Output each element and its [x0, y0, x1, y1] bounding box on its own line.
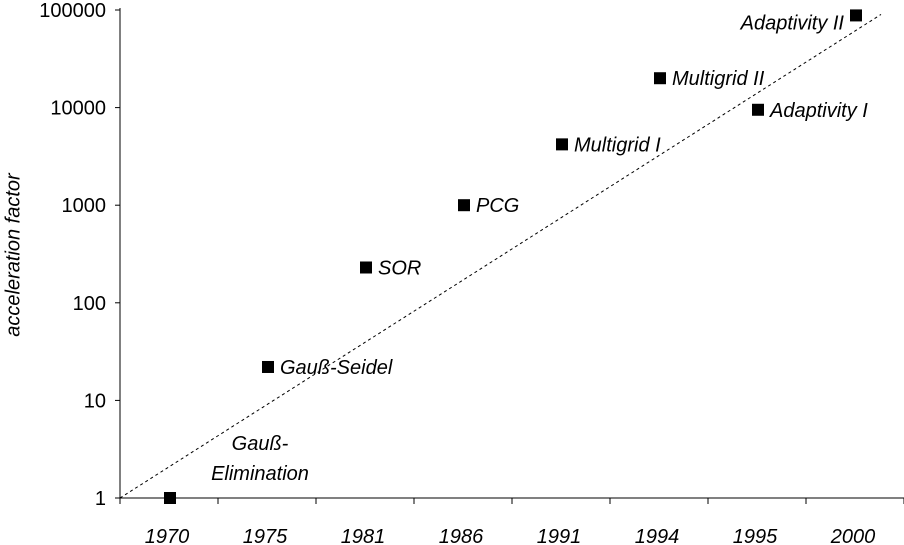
data-point [752, 103, 764, 116]
point-label-line: Gauß- [232, 433, 289, 455]
trendline-group [119, 14, 882, 499]
chart-axes: 1 10 100 1000 10000 100000 1970 1975 1981 1986 199… [39, 0, 904, 545]
y-tick-label: 10 [84, 390, 106, 412]
point-label-line: Multigrid I [574, 134, 661, 156]
x-tick-label: 1994 [635, 526, 680, 545]
point-label-line: Gauß-Seidel [280, 357, 393, 379]
point-label: Multigrid II [672, 68, 765, 90]
y-tick-label: 1000 [62, 195, 107, 217]
data-point [654, 72, 666, 85]
point-label-line: Adaptivity I [769, 100, 868, 122]
point-label: Adaptivity I [769, 100, 868, 122]
point-label-line: SOR [378, 257, 421, 279]
point-label: PCG [476, 195, 519, 217]
data-point [458, 199, 470, 212]
point-label-line: Multigrid II [672, 68, 765, 90]
data-point [360, 261, 372, 274]
point-label: SOR [378, 257, 421, 279]
y-tick-label: 100 [73, 293, 106, 315]
y-tick-label: 100000 [39, 0, 106, 22]
x-tick-label: 1970 [145, 526, 190, 545]
point-label: Gauß- Elimination [211, 433, 309, 485]
point-label: Multigrid I [574, 134, 661, 156]
data-point [164, 492, 176, 504]
x-tick-label: 1975 [243, 526, 288, 545]
x-tick-label: 2000 [830, 526, 876, 545]
point-label-line: PCG [476, 195, 519, 217]
data-point [556, 138, 568, 151]
point-label-line: Adaptivity II [740, 12, 845, 34]
point-label: Adaptivity II [740, 12, 845, 34]
data-point [262, 360, 274, 373]
y-tick-label: 1 [95, 488, 106, 510]
point-label: Gauß-Seidel [280, 357, 393, 379]
x-tick-label: 1995 [733, 526, 778, 545]
data-point [850, 9, 862, 22]
x-tick-label: 1991 [537, 526, 582, 545]
point-label-line: Elimination [211, 463, 309, 485]
trendline [119, 14, 882, 499]
x-tick-label: 1981 [341, 526, 386, 545]
x-tick-label: 1986 [439, 526, 484, 545]
y-axis-title: acceleration factor [2, 173, 25, 337]
data-points [164, 9, 862, 504]
point-labels: Gauß- Elimination Gauß-Seidel SOR PCG Multigr… [211, 12, 868, 485]
y-tick-label: 10000 [50, 98, 106, 120]
